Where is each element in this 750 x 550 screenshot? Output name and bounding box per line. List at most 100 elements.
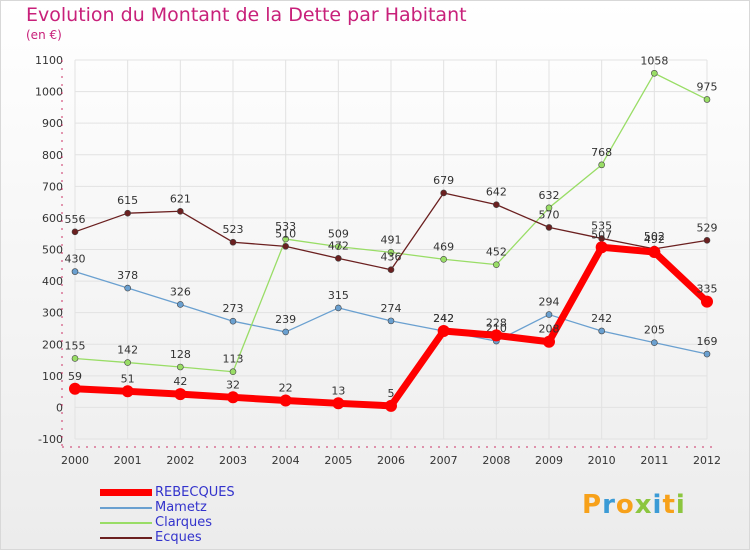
x-tick-label: 2012 — [693, 454, 721, 467]
x-tick-label: 2001 — [114, 454, 142, 467]
data-point-ecques — [440, 189, 447, 197]
data-label-mametz: 430 — [65, 253, 86, 266]
legend-swatch — [100, 522, 152, 524]
legend-label: Mametz — [155, 500, 207, 515]
y-tick-label: 600 — [42, 212, 63, 225]
legend-swatch — [100, 507, 152, 509]
data-label-rebecques: 22 — [279, 381, 293, 394]
data-label-ecques: 535 — [591, 219, 612, 232]
data-label-rebecques: 335 — [697, 283, 718, 296]
data-point-clarques — [598, 161, 605, 169]
x-tick-label: 2000 — [61, 454, 89, 467]
y-tick-label: 400 — [42, 275, 63, 288]
data-label-ecques: 642 — [486, 186, 507, 199]
y-tick-label: 300 — [42, 307, 63, 320]
data-label-rebecques: 51 — [121, 372, 135, 385]
data-point-rebecques — [227, 391, 239, 404]
data-label-clarques: 632 — [539, 189, 560, 202]
data-label-mametz: 274 — [381, 302, 402, 315]
x-tick-label: 2011 — [640, 454, 668, 467]
legend-swatch — [100, 489, 152, 496]
legend-label: Ecques — [155, 530, 202, 545]
data-point-clarques — [440, 255, 447, 263]
data-label-mametz: 169 — [697, 335, 718, 348]
data-label-clarques: 469 — [433, 240, 454, 253]
data-point-ecques — [124, 209, 131, 217]
data-label-ecques: 615 — [117, 194, 138, 207]
data-point-rebecques — [437, 324, 450, 337]
data-label-clarques: 491 — [381, 233, 402, 246]
data-point-rebecques — [701, 295, 713, 308]
legend-label: REBECQUES — [155, 485, 235, 500]
data-point-ecques — [282, 243, 289, 250]
data-point-clarques — [229, 368, 237, 376]
x-tick-label: 2003 — [219, 454, 247, 467]
data-label-ecques: 570 — [539, 208, 560, 221]
data-point-ecques — [703, 237, 711, 244]
data-point-clarques — [282, 235, 289, 243]
data-point-mametz — [335, 304, 342, 312]
data-label-mametz: 273 — [223, 302, 244, 315]
data-label-mametz: 242 — [433, 312, 454, 325]
y-tick-label: 500 — [42, 244, 63, 257]
data-point-ecques — [545, 224, 553, 231]
data-label-mametz: 315 — [328, 289, 349, 302]
data-point-rebecques — [543, 335, 555, 348]
data-label-ecques: 472 — [328, 239, 349, 252]
data-point-ecques — [387, 266, 395, 274]
data-label-clarques: 113 — [223, 353, 244, 366]
data-point-rebecques — [385, 399, 397, 412]
logo-letter: t — [662, 490, 676, 520]
data-label-rebecques: 507 — [591, 228, 612, 241]
data-point-rebecques — [121, 385, 134, 398]
data-label-rebecques: 242 — [433, 312, 454, 325]
data-label-mametz: 294 — [539, 296, 560, 309]
legend-swatch — [100, 537, 152, 539]
data-label-mametz: 326 — [170, 285, 191, 298]
data-point-clarques — [177, 363, 184, 371]
data-point-clarques — [124, 359, 131, 366]
logo-letter: o — [615, 490, 635, 520]
data-point-mametz — [282, 328, 289, 336]
logo-letter: x — [634, 490, 653, 520]
y-tick-label: 1100 — [35, 54, 63, 67]
data-point-rebecques — [648, 246, 661, 259]
data-point-mametz — [703, 350, 711, 358]
data-label-clarques: 142 — [117, 344, 138, 357]
data-label-mametz: 239 — [275, 313, 296, 326]
data-label-rebecques: 13 — [331, 384, 345, 397]
x-tick-label: 2005 — [324, 454, 352, 467]
logo-letter: i — [675, 490, 686, 520]
x-tick-label: 2007 — [430, 454, 458, 467]
y-tick-label: 900 — [42, 117, 63, 130]
data-point-ecques — [493, 201, 500, 208]
data-label-mametz: 378 — [117, 269, 138, 282]
data-point-clarques — [703, 96, 711, 103]
data-label-clarques: 452 — [486, 246, 507, 259]
data-label-rebecques: 59 — [68, 370, 82, 383]
logo-letter: P — [582, 490, 603, 520]
y-tick-label: 0 — [56, 401, 63, 414]
data-label-rebecques: 208 — [539, 323, 560, 336]
x-tick-label: 2006 — [377, 454, 405, 467]
chart-subtitle: (en €) — [26, 28, 62, 42]
data-point-ecques — [177, 207, 184, 215]
data-label-ecques: 529 — [697, 221, 718, 234]
data-label-clarques: 533 — [275, 220, 296, 233]
y-tick-label: 1000 — [35, 86, 63, 99]
y-tick-label: 800 — [42, 149, 63, 162]
legend-label: Clarques — [155, 515, 213, 530]
x-tick-label: 2004 — [272, 454, 300, 467]
data-label-clarques: 1058 — [640, 54, 668, 67]
x-tick-label: 2009 — [535, 454, 563, 467]
data-point-rebecques — [332, 397, 345, 410]
data-label-rebecques: 228 — [486, 316, 507, 329]
data-point-rebecques — [174, 388, 187, 401]
y-tick-label: -100 — [38, 433, 63, 446]
data-point-mametz — [71, 268, 79, 275]
logo-letter: i — [652, 490, 663, 520]
data-point-rebecques — [490, 329, 503, 342]
data-label-clarques: 155 — [65, 339, 86, 352]
data-point-mametz — [387, 317, 395, 325]
